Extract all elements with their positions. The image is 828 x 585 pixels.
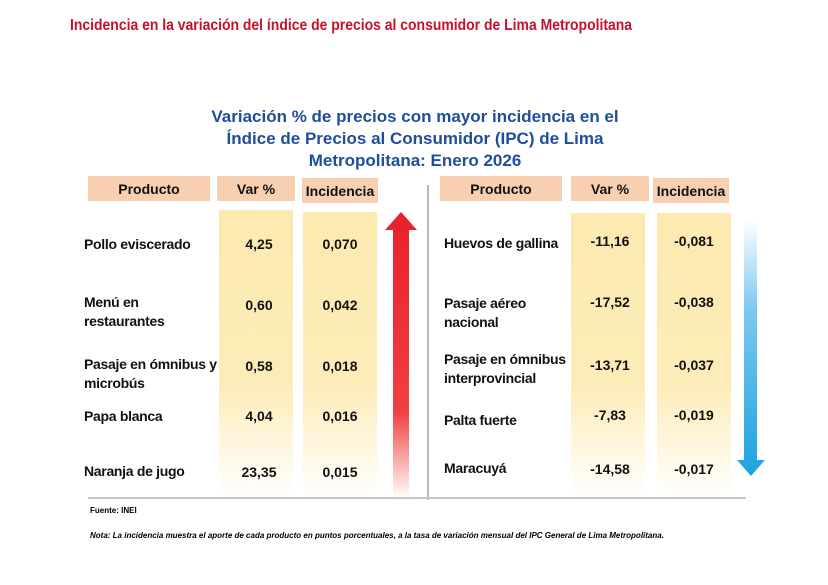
incidencia-value: 0,042 [322,297,358,313]
chart-subtitle: Variación % de precios con mayor inciden… [160,106,670,172]
product-name: Naranja de jugo [84,463,185,479]
var-value: -17,52 [590,294,630,310]
divider [88,497,746,499]
var-value: 0,58 [245,358,273,374]
incidencia-value: -0,017 [674,461,714,477]
var-value: -11,16 [590,233,630,249]
incidencia-value: 0,070 [322,236,358,252]
var-column-left [219,210,293,498]
product-name: Maracuyá [444,460,507,476]
header-incidencia-left: Incidencia [302,178,378,203]
header-var-left: Var % [217,176,295,201]
arrow-down-icon [737,220,765,476]
main-title: Incidencia en la variación del índice de… [70,17,633,34]
var-column-right [571,213,645,498]
incidencia-column-right [657,213,731,498]
var-value: 0,60 [245,297,273,313]
var-value: -13,71 [590,357,630,373]
incidencia-column-left [303,212,377,498]
product-name: Huevos de gallina [444,235,558,251]
incidencia-value: 0,018 [322,358,358,374]
var-value: 4,04 [245,408,273,424]
header-producto-right: Producto [440,176,562,201]
divider [427,185,429,500]
var-value: -7,83 [594,407,626,423]
product-name: Papa blanca [84,408,163,424]
product-name: Pasaje en ómnibus interprovincial [444,351,566,386]
footnote: Nota: La incidencia muestra el aporte de… [90,531,664,540]
header-incidencia-right: Incidencia [653,178,729,203]
subtitle-line: Metropolitana: Enero 2026 [308,151,522,170]
arrow-up-icon [385,212,417,498]
header-var-right: Var % [571,176,649,201]
product-name: Pollo eviscerado [84,236,191,252]
incidencia-value: -0,038 [674,294,714,310]
source-note: Fuente: INEI [90,506,137,515]
incidencia-value: 0,015 [322,464,358,480]
var-value: -14,58 [590,461,630,477]
product-name: Palta fuerte [444,412,517,428]
incidencia-value: -0,019 [674,407,714,423]
var-value: 4,25 [245,236,273,252]
product-name: Pasaje en ómnibus y microbús [84,356,217,391]
subtitle-line: Índice de Precios al Consumidor (IPC) de… [226,129,604,148]
incidencia-value: 0,016 [322,408,358,424]
header-producto-left: Producto [88,176,210,201]
subtitle-line: Variación % de precios con mayor inciden… [211,107,619,126]
incidencia-value: -0,037 [674,357,714,373]
var-value: 23,35 [241,464,277,480]
product-name: Pasaje aéreo nacional [444,295,527,330]
incidencia-value: -0,081 [674,233,714,249]
product-name: Menú en restaurantes [84,294,165,329]
